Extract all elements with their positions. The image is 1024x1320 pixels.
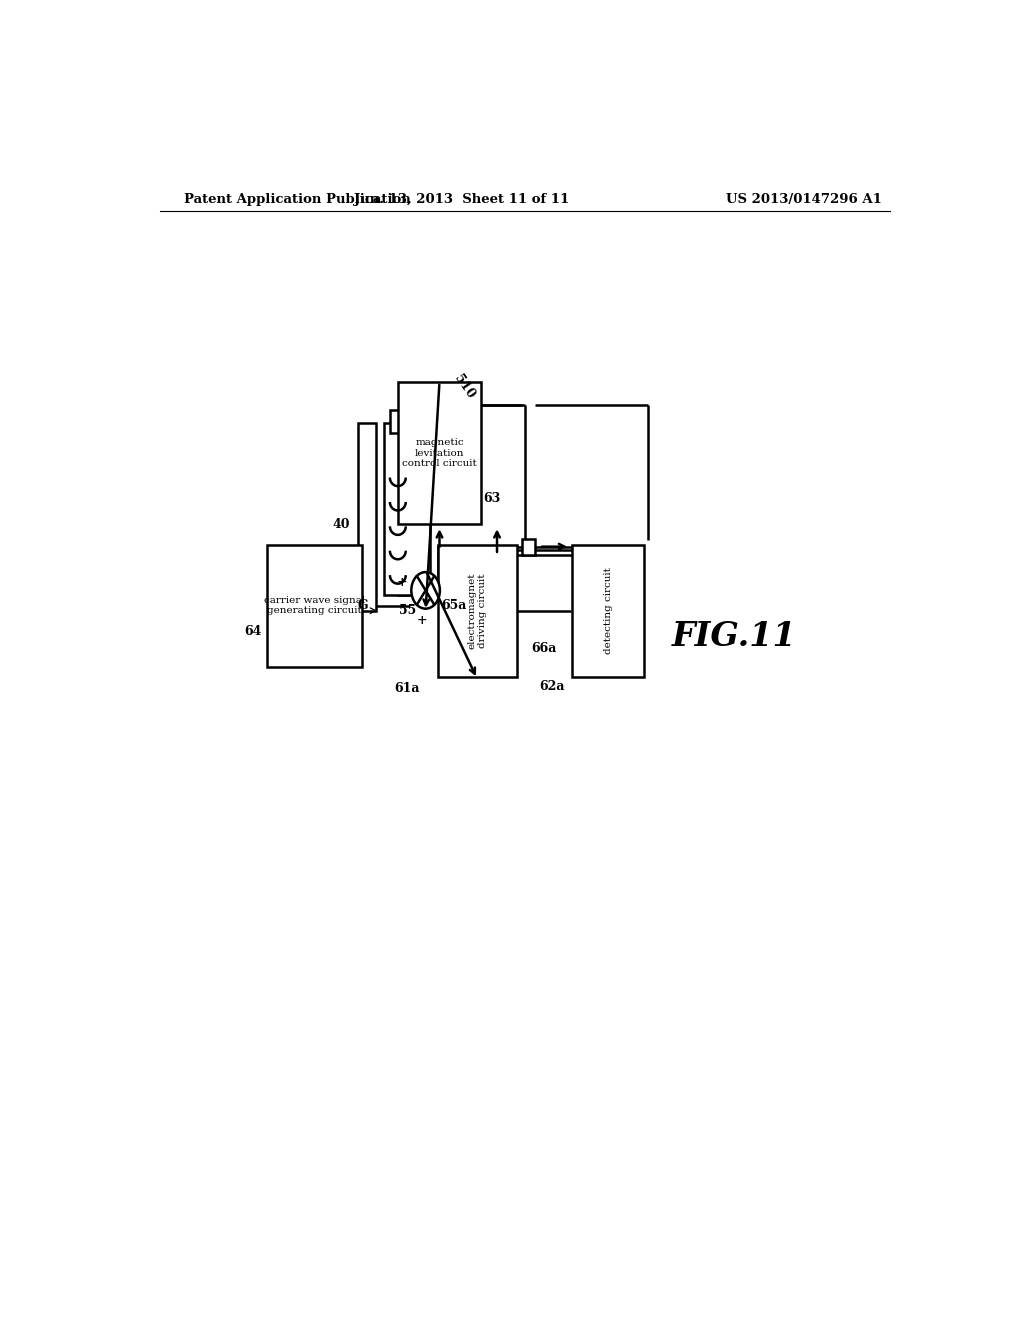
Bar [437, 545, 517, 677]
Text: Jun. 13, 2013  Sheet 11 of 11: Jun. 13, 2013 Sheet 11 of 11 [353, 193, 569, 206]
Text: carrier wave signal
generating circuit: carrier wave signal generating circuit [264, 595, 366, 615]
Bar [358, 422, 376, 611]
Text: 65a: 65a [441, 599, 467, 612]
Text: US 2013/0147296 A1: US 2013/0147296 A1 [726, 193, 882, 206]
Text: +: + [396, 576, 408, 589]
Bar [384, 422, 430, 595]
Bar [397, 381, 481, 524]
Text: 55: 55 [399, 605, 417, 618]
Bar [572, 545, 644, 677]
Bar [267, 545, 362, 667]
Text: 40: 40 [333, 517, 350, 531]
Bar [522, 539, 536, 554]
Text: 63: 63 [483, 492, 501, 506]
Text: G: G [357, 599, 368, 612]
Text: Patent Application Publication: Patent Application Publication [183, 193, 411, 206]
Text: +: + [417, 614, 427, 627]
Text: detecting circuit: detecting circuit [603, 568, 612, 655]
Text: 62a: 62a [539, 680, 564, 693]
Text: 66a: 66a [531, 642, 556, 655]
Text: 61a: 61a [394, 682, 420, 696]
Text: 64: 64 [244, 624, 261, 638]
Circle shape [412, 572, 440, 609]
Text: FIG.11: FIG.11 [672, 619, 797, 652]
Text: magnetic
levitation
control circuit: magnetic levitation control circuit [402, 438, 477, 469]
Text: 510: 510 [452, 372, 477, 401]
Text: electromagnet
driving circuit: electromagnet driving circuit [468, 573, 486, 649]
Bar [390, 411, 414, 433]
